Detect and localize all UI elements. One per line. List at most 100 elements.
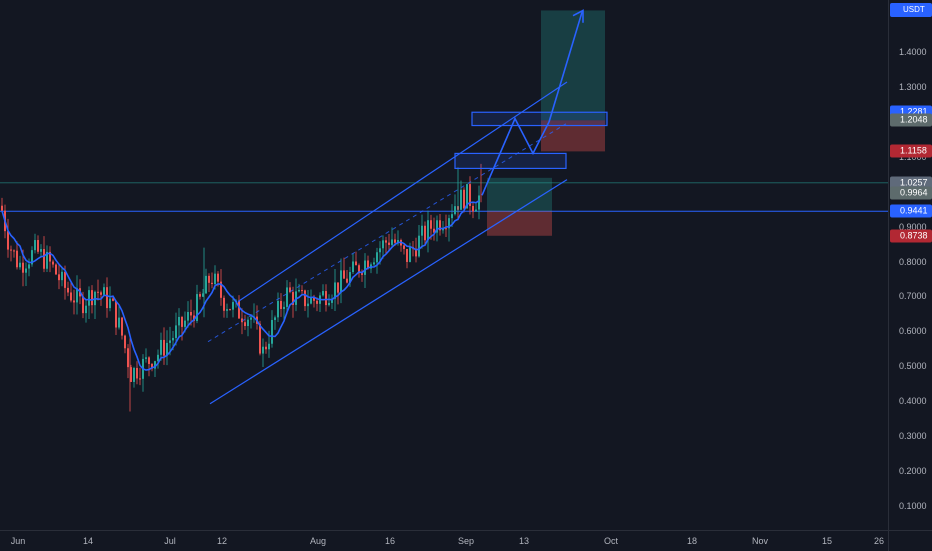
candle-body	[127, 348, 129, 368]
candle-body	[469, 184, 471, 206]
time-tick-label: Oct	[603, 536, 619, 546]
price-tag: 0.8738	[890, 229, 932, 243]
candle-body	[190, 311, 192, 316]
time-tick-label: Jun	[10, 536, 26, 546]
channel-midline	[207, 123, 567, 343]
candle-body	[379, 248, 381, 253]
candle-body	[280, 300, 282, 309]
candle-body	[148, 357, 150, 364]
candle-body	[307, 303, 309, 307]
price-tick-label: 0.9000	[899, 221, 927, 232]
candle-body	[298, 290, 300, 292]
candles	[1, 163, 482, 412]
candle-body	[250, 317, 252, 320]
time-tick-label: Jul	[164, 536, 176, 546]
projection-path	[481, 116, 550, 196]
price-tick-label: 0.2000	[899, 465, 927, 476]
candle-body	[157, 354, 159, 362]
candle-body	[196, 294, 198, 322]
candle-body	[478, 195, 480, 210]
price-tick-label: 0.6000	[899, 326, 927, 337]
price-tag: 1.2048	[890, 113, 932, 127]
time-tick-label: 18	[686, 536, 698, 546]
candle-body	[73, 300, 75, 303]
candle-body	[112, 298, 114, 301]
candle-body	[46, 251, 48, 269]
time-tick-label: 12	[216, 536, 228, 546]
candle-body	[133, 367, 135, 382]
candle-body	[472, 205, 474, 212]
price-tick-label: 0.7000	[899, 291, 927, 302]
candle-body	[19, 262, 21, 268]
candle-body	[97, 291, 99, 293]
price-tick-label: 0.4000	[899, 395, 927, 406]
candle-body	[439, 220, 441, 231]
candle-body	[7, 231, 9, 250]
candle-body	[259, 323, 261, 354]
candle-body	[10, 249, 12, 251]
price-tick-label: 0.1000	[899, 500, 927, 511]
candle-body	[433, 228, 435, 233]
candle-body	[274, 317, 276, 320]
candle-body	[61, 271, 63, 281]
candle-body	[292, 292, 294, 305]
candle-body	[103, 287, 105, 295]
candle-body	[334, 282, 336, 299]
candle-body	[322, 291, 324, 296]
candle-body	[268, 343, 270, 350]
channel-upper-line	[237, 81, 568, 303]
time-axis[interactable]: Jun 14 Jul 12 Aug 16 Sep 13 Oct 18 Nov 15 26	[0, 530, 888, 551]
candle-body	[385, 240, 387, 243]
candle-body	[154, 361, 156, 369]
candle-body	[55, 264, 57, 275]
candle-body	[286, 287, 288, 307]
trend-drawings[interactable]	[207, 9, 608, 405]
candle-body	[421, 225, 423, 236]
chart-pane[interactable]	[0, 0, 888, 530]
candle-body	[382, 240, 384, 249]
candle-body	[181, 316, 183, 327]
candle-body	[244, 322, 246, 327]
candle-body	[340, 270, 342, 293]
candle-body	[100, 292, 102, 295]
candle-body	[424, 225, 426, 241]
candle-body	[448, 218, 450, 229]
candle-body	[220, 281, 222, 298]
resistance-box	[454, 152, 567, 170]
candle-body	[238, 300, 240, 319]
price-tick-label: 0.3000	[899, 430, 927, 441]
candle-body	[49, 251, 51, 262]
candle-body	[232, 302, 234, 310]
candle-body	[109, 298, 111, 309]
candle-body	[67, 287, 69, 293]
candle-body	[358, 265, 360, 274]
candle-body	[214, 273, 216, 285]
ma-line	[1, 200, 480, 371]
candle-body	[430, 220, 432, 229]
candle-body	[169, 340, 171, 343]
long-position-profit-zone	[487, 177, 552, 212]
candle-body	[346, 278, 348, 283]
candle-body	[451, 214, 453, 219]
price-axis[interactable]: USDT 1.40001.30001.10001.00000.90000.800…	[888, 0, 932, 530]
candle-body	[208, 275, 210, 283]
currency-label: USDT	[890, 3, 932, 17]
candle-body	[88, 290, 90, 306]
candle-body	[205, 275, 207, 294]
moving-average	[1, 200, 480, 371]
arrow-head-icon	[572, 9, 584, 23]
candle-body	[22, 262, 24, 273]
candle-body	[28, 264, 30, 269]
candle-body	[301, 290, 303, 292]
candle-body	[139, 378, 141, 380]
candle-body	[427, 220, 429, 241]
candle-body	[436, 220, 438, 233]
candle-body	[397, 240, 399, 243]
candle-body	[193, 315, 195, 322]
candle-body	[283, 306, 285, 309]
candle-body	[313, 297, 315, 301]
price-chart[interactable]	[0, 0, 888, 530]
time-tick-label: Aug	[309, 536, 327, 546]
candle-body	[118, 317, 120, 328]
candle-body	[64, 271, 66, 288]
